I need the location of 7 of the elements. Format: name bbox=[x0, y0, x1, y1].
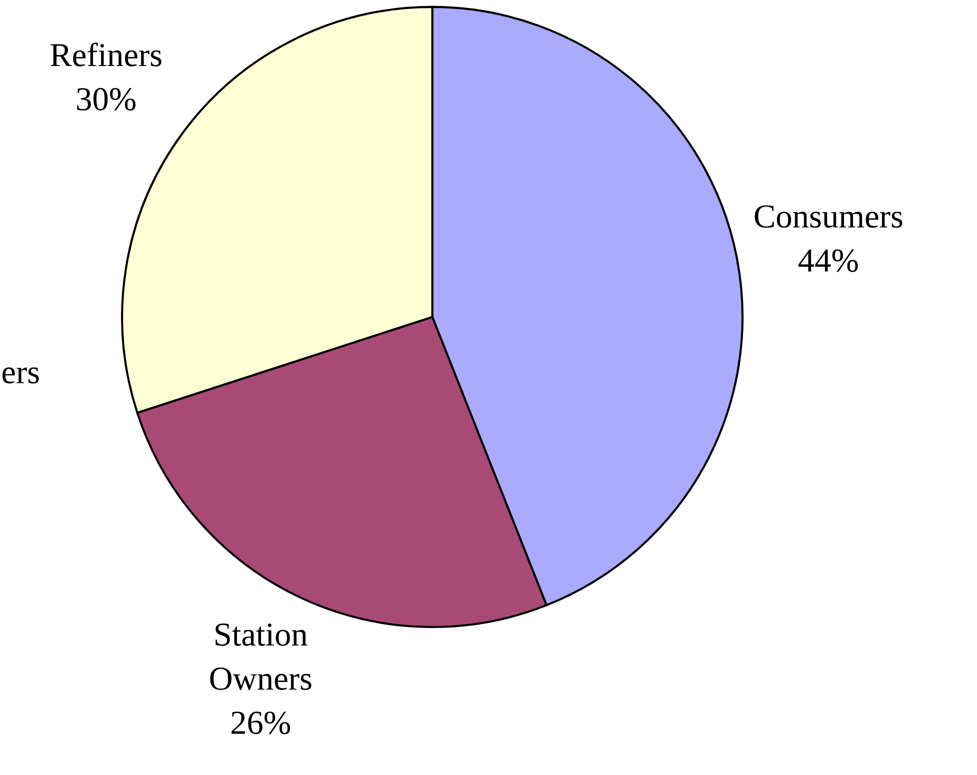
data-label: 30% bbox=[77, 88, 136, 111]
text: ers bbox=[2, 367, 39, 384]
data-label: 26% bbox=[232, 712, 290, 734]
slice-label: Station Owners bbox=[210, 623, 312, 690]
slice-label: Refiners bbox=[50, 42, 162, 66]
data-label: 44% bbox=[798, 249, 858, 272]
slice-label: Consumers bbox=[754, 205, 902, 228]
